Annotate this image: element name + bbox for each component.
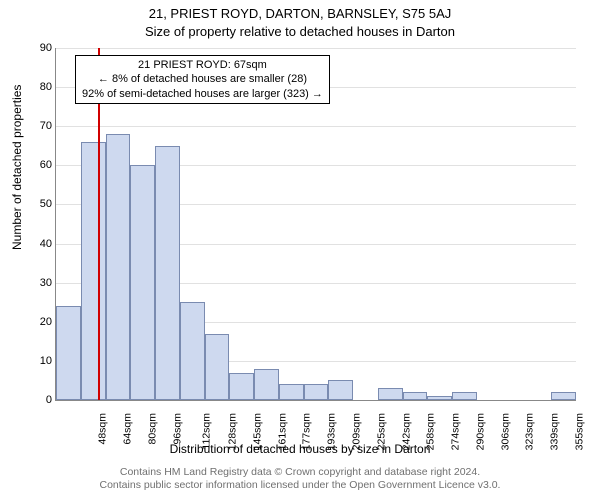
footer-line2: Contains public sector information licen… [0,479,600,492]
histogram-bar [229,373,254,400]
footer-attribution: Contains HM Land Registry data © Crown c… [0,466,600,492]
histogram-bar [56,306,81,400]
histogram-bar [106,134,131,400]
y-tick-label: 70 [30,120,52,132]
x-tick-label: 80sqm [146,413,158,445]
histogram-bar [427,396,452,400]
footer-line1: Contains HM Land Registry data © Crown c… [0,466,600,479]
x-tick-label: 48sqm [97,413,109,445]
y-tick-label: 60 [30,159,52,171]
y-tick-label: 0 [30,394,52,406]
y-tick-label: 10 [30,355,52,367]
y-tick-label: 40 [30,238,52,250]
y-tick-label: 90 [30,42,52,54]
gridline [56,48,576,49]
histogram-bar [551,392,576,400]
y-tick-label: 30 [30,277,52,289]
y-axis-label: Number of detached properties [10,85,24,250]
histogram-bar [452,392,477,400]
histogram-bar [279,384,304,400]
chart-subtitle: Size of property relative to detached ho… [0,24,600,39]
x-axis-label: Distribution of detached houses by size … [0,442,600,456]
histogram-bar [180,302,205,400]
annotation-line3: 92% of semi-detached houses are larger (… [82,87,323,101]
histogram-bar [254,369,279,400]
annotation-line2: ← 8% of detached houses are smaller (28) [82,72,323,86]
x-tick-label: 64sqm [122,413,134,445]
histogram-bar [81,142,106,400]
histogram-bar [328,380,353,400]
chart-title: 21, PRIEST ROYD, DARTON, BARNSLEY, S75 5… [0,6,600,21]
x-tick-label: 96sqm [171,413,183,445]
histogram-bar [304,384,329,400]
histogram-bar [130,165,155,400]
gridline [56,126,576,127]
histogram-bar [155,146,180,400]
histogram-bar [205,334,230,400]
y-tick-label: 50 [30,198,52,210]
histogram-bar [378,388,403,400]
chart-container: 21, PRIEST ROYD, DARTON, BARNSLEY, S75 5… [0,0,600,500]
y-tick-label: 20 [30,316,52,328]
histogram-bar [403,392,428,400]
annotation-box: 21 PRIEST ROYD: 67sqm ← 8% of detached h… [75,55,330,104]
y-tick-label: 80 [30,81,52,93]
annotation-line1: 21 PRIEST ROYD: 67sqm [82,58,323,72]
